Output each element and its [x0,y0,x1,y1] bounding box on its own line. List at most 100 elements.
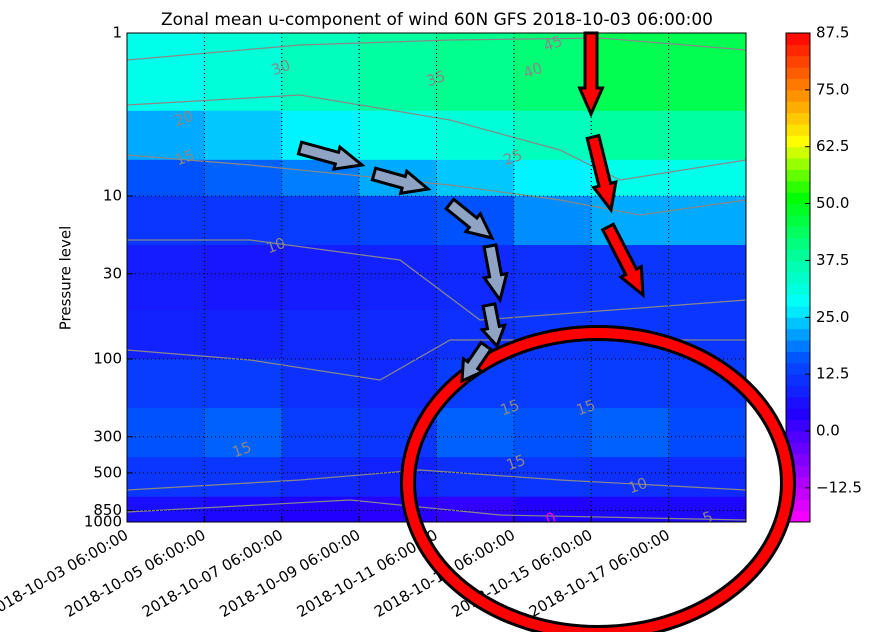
contour-label: 15 [504,451,528,474]
colorbar-tick-label: 0.0 [816,422,840,440]
colorbar-band [786,328,810,341]
contour-line [127,239,746,321]
contour-label: 20 [172,107,196,130]
contour-cell [591,359,670,409]
y-tick-label: 1 [112,24,122,42]
contour-cell [281,496,360,522]
contour-line [127,154,746,216]
colorbar-band [786,44,810,57]
contour-cell [204,309,283,360]
colorbar-band [786,135,810,148]
contour-label: 35 [424,67,448,90]
contour-cell [436,33,515,112]
colorbar-band [786,317,810,330]
contour-cell [668,110,746,161]
contour-cell [204,110,283,161]
y-tick-label: 850 [93,501,122,519]
contour-cell [127,33,205,112]
colorbar-band [786,180,810,193]
colorbar-band [786,351,810,364]
colorbar-band [786,442,810,455]
highlight-ellipse [403,328,793,632]
x-tick-label: 2018-10-17 06:00:00 [526,526,673,621]
contour-cell [668,245,746,311]
contour-cell [436,457,515,498]
colorbar-band [786,396,810,409]
colorbar-band [786,78,810,91]
contour-label: 25 [501,146,525,169]
contour-cell [204,496,283,522]
contour-cell [436,159,515,197]
y-axis-label: Pressure level [57,226,75,331]
annotation-arrow [600,222,645,299]
contour-cell [513,408,592,458]
contour-cell [281,196,360,246]
colorbar-tick-label: 62.5 [816,137,849,155]
contour-cell [359,245,437,311]
x-tick-label: 2018-10-09 06:00:00 [216,526,363,621]
colorbar-band [786,89,810,102]
contour-cell [127,408,205,458]
colorbar-band [786,374,810,387]
colorbar-tick-label: 50.0 [816,194,849,212]
contour-cell [436,110,515,161]
contour-cell [668,196,746,246]
colorbar-band [786,465,810,478]
y-tick-label: 100 [93,350,122,368]
colorbar-band [786,214,810,227]
y-tick-label: 300 [93,427,122,445]
contour-cell [513,359,592,409]
colorbar-band [786,476,810,489]
colorbar-band [786,487,810,500]
contour-cell [127,309,205,360]
contour-cell [359,359,437,409]
contour-cell [359,110,437,161]
colorbar-band [786,510,810,523]
contour-cell [127,359,205,409]
contour-label: 15 [498,396,522,419]
colorbar-band [786,112,810,125]
contour-cell [281,457,360,498]
annotation-arrow [296,140,366,171]
annotation-arrow [444,197,495,241]
contour-cell [127,196,205,246]
colorbar-band [786,249,810,261]
colorbar-band [786,203,810,216]
x-tick-label: 2018-10-15 06:00:00 [449,526,596,621]
contour-label: 15 [574,396,598,419]
contour-cell [436,408,515,458]
contour-cell [591,196,670,246]
contour-cell [668,457,746,498]
annotation-arrow [481,243,509,304]
colorbar-band [786,158,810,170]
annotation-arrow [460,340,494,384]
contour-label: 15 [173,146,197,169]
contour-label: 40 [521,59,545,82]
contour-line [127,94,746,181]
colorbar-tick-label: 12.5 [816,365,849,383]
contour-cell [359,33,437,112]
colorbar-band [786,499,810,512]
colorbar-band [786,192,810,205]
colorbar-band [786,283,810,296]
colorbar-band [786,294,810,307]
colorbar-tick-label: 37.5 [816,251,849,269]
contour-cell [513,196,592,246]
contour-cell [127,245,205,311]
colorbar-band [786,431,810,443]
colorbar-tick-label: 87.5 [816,24,849,42]
contour-label: 10 [264,234,288,257]
colorbar-band [786,385,810,398]
colorbar-band [786,67,810,79]
colorbar-band [786,237,810,250]
contour-cell [591,33,670,112]
contour-line [127,37,746,61]
contour-cell [513,159,592,197]
contour-cell [591,408,670,458]
contour-cell [668,159,746,197]
contour-label: 30 [269,56,293,79]
colorbar-tick-label: −12.5 [816,478,862,496]
colorbar-band [786,305,810,318]
colorbar-band [786,101,810,114]
